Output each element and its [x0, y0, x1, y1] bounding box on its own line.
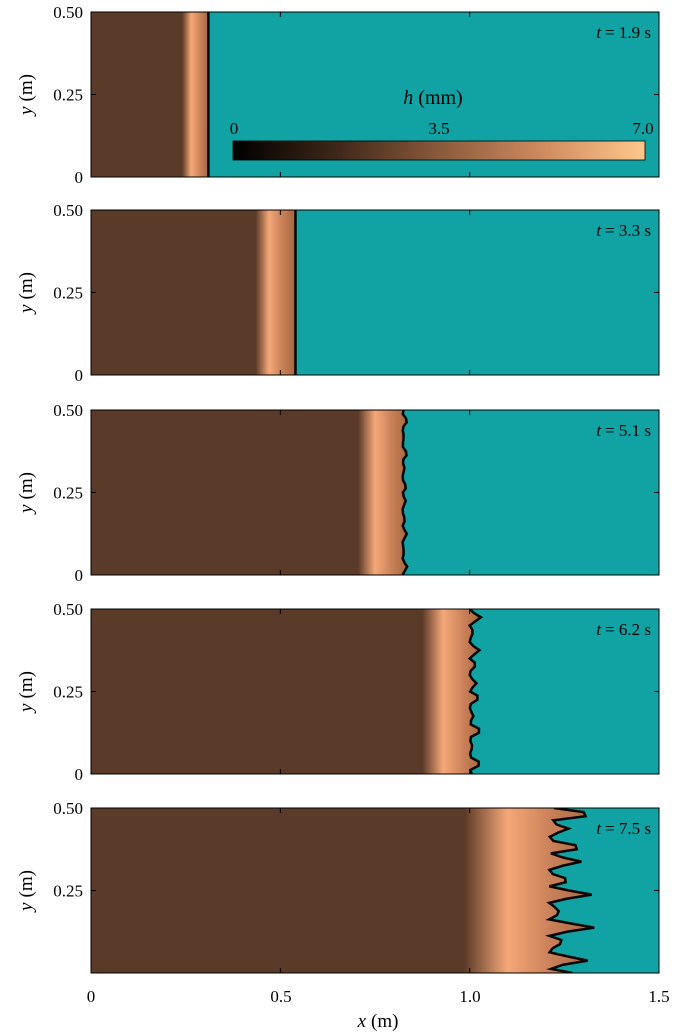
y-axis-label: y(m) — [16, 272, 37, 315]
y-tick-label: 0.50 — [53, 600, 83, 619]
contact-line — [545, 808, 595, 973]
panel-3: 0 0.25 0.50 y(m) t = 5.1 s — [16, 401, 660, 585]
time-label: t = 7.5 s — [596, 819, 651, 838]
y-tick-label: 0.50 — [53, 401, 83, 420]
y-tick-label: 0.25 — [53, 284, 83, 303]
x-tick-label-0: 0 — [87, 987, 96, 1006]
colorbar: h (mm) 0 3.5 7.0 — [230, 87, 654, 161]
y-tick-label: 0.50 — [53, 201, 83, 220]
panel-field-2 — [91, 210, 659, 375]
x-axis: 0 0.5 1.0 1.5 x (m) — [87, 987, 670, 1032]
x-axis-label: x (m) — [357, 1011, 399, 1032]
panel-field-5 — [91, 808, 659, 973]
y-tick-label: 0 — [75, 168, 84, 187]
y-axis-label: y(m) — [16, 74, 37, 117]
colorbar-gradient — [232, 140, 646, 161]
y-axis-label: y(m) — [16, 671, 37, 714]
film-region — [91, 210, 296, 375]
film-region — [91, 609, 481, 774]
panel-field-3 — [91, 410, 659, 575]
colorbar-tick-label-1: 3.5 — [428, 119, 449, 138]
contact-line — [467, 609, 484, 774]
contact-line — [401, 410, 409, 575]
y-axis-label: y(m) — [16, 870, 37, 913]
panel-5: 0.25 0.50 y(m) t = 7.5 s — [16, 799, 660, 974]
time-label: t = 5.1 s — [596, 421, 651, 440]
y-tick-label: 0.25 — [53, 484, 83, 503]
y-tick-label: 0.25 — [53, 882, 83, 901]
y-tick-label: 0.50 — [53, 799, 83, 818]
y-tick-label: 0.25 — [53, 86, 83, 105]
x-tick-label-2: 1.0 — [459, 987, 480, 1006]
y-tick-label: 0.25 — [53, 683, 83, 702]
y-tick-label: 0.50 — [53, 3, 83, 22]
y-tick-label: 0 — [75, 566, 84, 585]
colorbar-tick-label-0: 0 — [230, 119, 239, 138]
y-axis-label: y(m) — [16, 472, 37, 515]
panel-4: 0 0.25 0.50 y(m) t = 6.2 s — [16, 600, 660, 784]
panel-field-4 — [91, 609, 659, 774]
film-region — [91, 410, 408, 575]
time-label: t = 1.9 s — [596, 23, 651, 42]
panels-layer: 0 0.25 0.50 y(m) t = 1.9 s 0 0.25 0.50 y(m) t = 3.3… — [16, 3, 660, 974]
film-region — [91, 12, 209, 177]
x-tick-label-1: 0.5 — [270, 987, 291, 1006]
film-region — [91, 808, 595, 973]
panel-2: 0 0.25 0.50 y(m) t = 3.3 s — [16, 201, 660, 385]
y-tick-label: 0 — [75, 366, 84, 385]
time-label: t = 6.2 s — [596, 620, 651, 639]
time-label: t = 3.3 s — [596, 221, 651, 240]
y-tick-label: 0 — [75, 765, 84, 784]
colorbar-title: h (mm) — [403, 87, 462, 109]
colorbar-tick-label-2: 7.0 — [632, 119, 653, 138]
x-tick-label-3: 1.5 — [648, 987, 669, 1006]
